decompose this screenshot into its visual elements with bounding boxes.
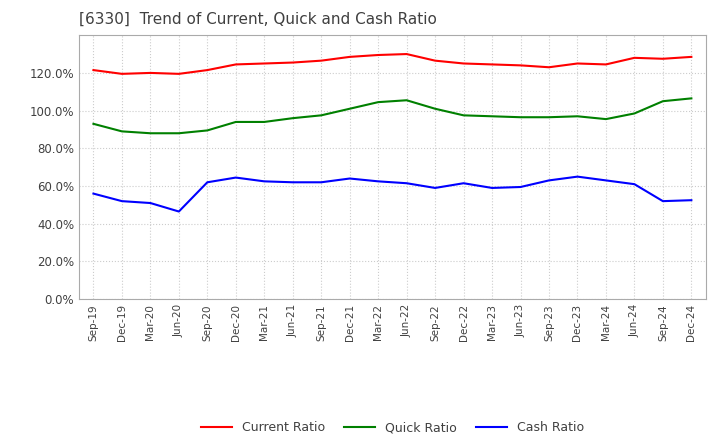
Current Ratio bbox=[117, 71, 126, 77]
Quick Ratio bbox=[687, 96, 696, 101]
Cash Ratio bbox=[602, 178, 611, 183]
Quick Ratio bbox=[573, 114, 582, 119]
Current Ratio bbox=[232, 62, 240, 67]
Current Ratio bbox=[516, 63, 525, 68]
Cash Ratio bbox=[174, 209, 183, 214]
Current Ratio bbox=[659, 56, 667, 62]
Cash Ratio bbox=[117, 198, 126, 204]
Current Ratio bbox=[545, 65, 554, 70]
Cash Ratio bbox=[402, 180, 411, 186]
Cash Ratio bbox=[630, 182, 639, 187]
Cash Ratio bbox=[232, 175, 240, 180]
Quick Ratio bbox=[602, 117, 611, 122]
Quick Ratio bbox=[203, 128, 212, 133]
Legend: Current Ratio, Quick Ratio, Cash Ratio: Current Ratio, Quick Ratio, Cash Ratio bbox=[196, 416, 589, 439]
Quick Ratio bbox=[402, 98, 411, 103]
Quick Ratio bbox=[174, 131, 183, 136]
Current Ratio bbox=[402, 51, 411, 57]
Quick Ratio bbox=[374, 99, 382, 105]
Line: Quick Ratio: Quick Ratio bbox=[94, 99, 691, 133]
Quick Ratio bbox=[89, 121, 98, 126]
Cash Ratio bbox=[459, 180, 468, 186]
Quick Ratio bbox=[117, 129, 126, 134]
Quick Ratio bbox=[659, 99, 667, 104]
Cash Ratio bbox=[346, 176, 354, 181]
Quick Ratio bbox=[317, 113, 325, 118]
Quick Ratio bbox=[630, 111, 639, 116]
Current Ratio bbox=[630, 55, 639, 60]
Current Ratio bbox=[687, 54, 696, 59]
Cash Ratio bbox=[687, 198, 696, 203]
Quick Ratio bbox=[232, 119, 240, 125]
Quick Ratio bbox=[260, 119, 269, 125]
Cash Ratio bbox=[260, 179, 269, 184]
Quick Ratio bbox=[459, 113, 468, 118]
Current Ratio bbox=[146, 70, 155, 76]
Cash Ratio bbox=[431, 185, 439, 191]
Cash Ratio bbox=[545, 178, 554, 183]
Quick Ratio bbox=[146, 131, 155, 136]
Quick Ratio bbox=[289, 116, 297, 121]
Line: Current Ratio: Current Ratio bbox=[94, 54, 691, 74]
Cash Ratio bbox=[659, 198, 667, 204]
Quick Ratio bbox=[431, 106, 439, 111]
Current Ratio bbox=[174, 71, 183, 77]
Current Ratio bbox=[602, 62, 611, 67]
Cash Ratio bbox=[89, 191, 98, 196]
Quick Ratio bbox=[545, 114, 554, 120]
Cash Ratio bbox=[487, 185, 496, 191]
Current Ratio bbox=[459, 61, 468, 66]
Current Ratio bbox=[374, 52, 382, 58]
Quick Ratio bbox=[487, 114, 496, 119]
Quick Ratio bbox=[516, 114, 525, 120]
Current Ratio bbox=[573, 61, 582, 66]
Line: Cash Ratio: Cash Ratio bbox=[94, 176, 691, 212]
Current Ratio bbox=[317, 58, 325, 63]
Cash Ratio bbox=[317, 180, 325, 185]
Current Ratio bbox=[203, 67, 212, 73]
Current Ratio bbox=[346, 54, 354, 59]
Text: [6330]  Trend of Current, Quick and Cash Ratio: [6330] Trend of Current, Quick and Cash … bbox=[79, 12, 437, 27]
Cash Ratio bbox=[289, 180, 297, 185]
Current Ratio bbox=[487, 62, 496, 67]
Cash Ratio bbox=[203, 180, 212, 185]
Current Ratio bbox=[260, 61, 269, 66]
Quick Ratio bbox=[346, 106, 354, 111]
Current Ratio bbox=[431, 58, 439, 63]
Cash Ratio bbox=[516, 184, 525, 190]
Cash Ratio bbox=[374, 179, 382, 184]
Cash Ratio bbox=[146, 200, 155, 205]
Cash Ratio bbox=[573, 174, 582, 179]
Current Ratio bbox=[289, 60, 297, 65]
Current Ratio bbox=[89, 67, 98, 73]
